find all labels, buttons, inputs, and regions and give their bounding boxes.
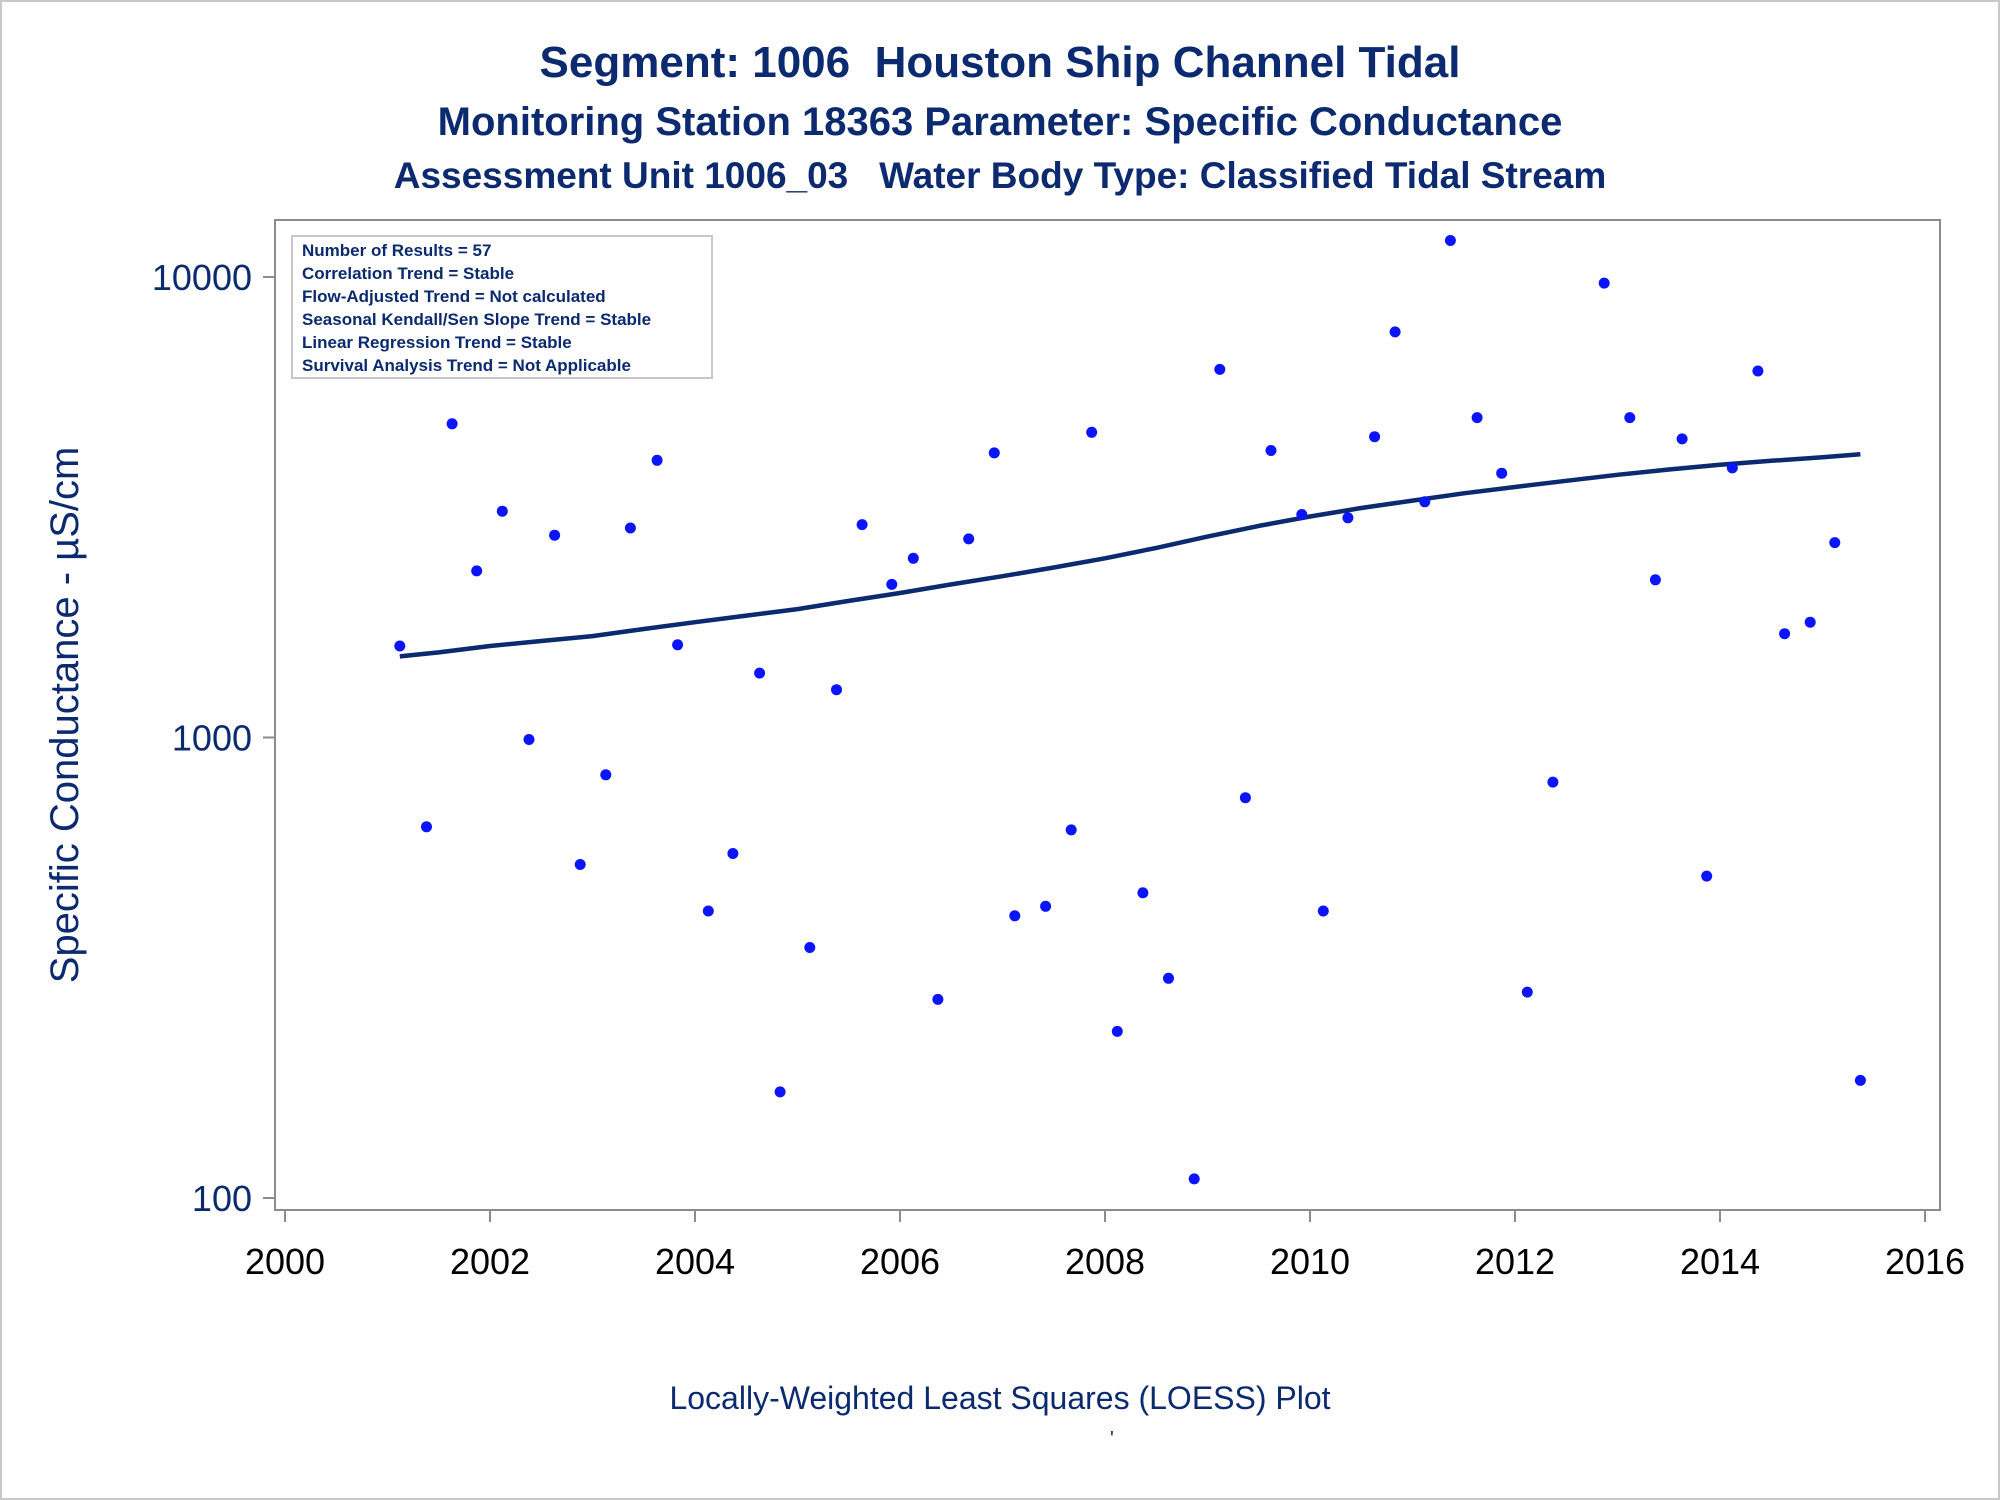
data-point-32 — [1214, 363, 1226, 375]
data-point-53 — [1779, 628, 1791, 640]
data-point-30 — [1163, 972, 1174, 984]
x-axis: 2000 2002 2004 2006 2008 2010 2012 2014 2016 — [245, 1210, 1965, 1282]
data-point-24 — [1009, 910, 1021, 922]
x-tick-label-2016: 2016 — [1885, 1241, 1965, 1282]
data-point-55 — [1829, 537, 1841, 549]
data-point-13 — [727, 848, 739, 859]
chart-subtitle-assessment: Assessment Unit 1006_03 Water Body Type:… — [393, 155, 1607, 196]
data-point-4 — [496, 505, 508, 517]
data-point-48 — [1649, 574, 1661, 586]
footnote: Locally-Weighted Least Squares (LOESS) P… — [669, 1380, 1331, 1416]
x-tick-label-2002: 2002 — [450, 1241, 530, 1282]
x-tick-label-2004: 2004 — [655, 1241, 735, 1282]
loess-layer — [399, 452, 1861, 659]
data-point-43 — [1496, 467, 1508, 479]
data-point-28 — [1111, 1025, 1123, 1037]
data-point-1 — [421, 821, 432, 833]
x-tick-label-2000: 2000 — [245, 1241, 325, 1282]
data-point-19 — [886, 578, 898, 590]
data-point-10 — [651, 454, 663, 466]
data-point-52 — [1752, 365, 1764, 377]
data-point-36 — [1317, 905, 1329, 917]
trend-stats-box-border — [291, 235, 713, 379]
points-layer — [394, 235, 1866, 1185]
x-tick-label-2010: 2010 — [1270, 1241, 1350, 1282]
data-point-21 — [932, 993, 944, 1005]
data-point-18 — [856, 519, 868, 531]
stats-line-flow-adjusted: Flow-Adjusted Trend = Not calculated — [302, 287, 606, 306]
data-point-25 — [1040, 900, 1052, 912]
footnote-mark: ' — [1110, 1428, 1114, 1450]
data-point-12 — [702, 905, 714, 917]
x-tick-label-2008: 2008 — [1065, 1241, 1145, 1282]
data-point-17 — [831, 684, 842, 696]
y-axis-label: Specific Conductance - µS/cm — [43, 447, 87, 984]
data-point-47 — [1624, 412, 1636, 424]
data-point-46 — [1598, 277, 1610, 289]
data-point-44 — [1521, 986, 1533, 998]
data-point-39 — [1389, 326, 1401, 338]
data-point-40 — [1419, 496, 1431, 508]
data-point-6 — [549, 529, 561, 541]
data-point-11 — [672, 639, 684, 651]
data-point-51 — [1726, 462, 1738, 474]
stats-line-linear-regression: Linear Regression Trend = Stable — [302, 333, 572, 352]
stats-line-survival: Survival Analysis Trend = Not Applicable — [302, 356, 631, 375]
stats-line-seasonal-kendall: Seasonal Kendall/Sen Slope Trend = Stabl… — [302, 310, 651, 329]
data-point-5 — [523, 734, 535, 745]
data-point-49 — [1676, 433, 1688, 445]
data-point-45 — [1547, 776, 1559, 788]
data-point-34 — [1265, 445, 1277, 456]
data-point-38 — [1369, 431, 1381, 443]
data-point-16 — [804, 942, 816, 953]
data-point-23 — [988, 447, 1000, 459]
data-point-8 — [600, 769, 612, 781]
data-point-29 — [1137, 887, 1149, 899]
data-point-37 — [1342, 512, 1354, 524]
y-tick-label-10000: 10000 — [152, 257, 252, 298]
x-tick-label-2006: 2006 — [860, 1241, 940, 1282]
y-tick-label-100: 100 — [192, 1178, 252, 1219]
chart-title: Segment: 1006 Houston Ship Channel Tidal — [539, 38, 1461, 87]
data-point-56 — [1854, 1074, 1866, 1086]
plot-frame — [274, 219, 1941, 1211]
loess-line — [399, 452, 1861, 659]
data-point-33 — [1239, 792, 1251, 804]
chart-subtitle-station: Monitoring Station 18363 Parameter: Spec… — [437, 100, 1563, 144]
data-point-3 — [471, 565, 483, 577]
data-point-22 — [963, 533, 975, 545]
data-point-26 — [1065, 824, 1077, 836]
data-point-31 — [1188, 1173, 1200, 1185]
y-tick-label-1000: 1000 — [172, 718, 252, 759]
data-point-9 — [624, 522, 636, 534]
trend-stats-box: Number of Results = 57 Correlation Trend… — [291, 235, 713, 379]
data-point-41 — [1444, 235, 1456, 246]
data-point-0 — [394, 640, 406, 652]
data-point-7 — [574, 859, 586, 870]
stats-line-correlation: Correlation Trend = Stable — [302, 264, 514, 283]
data-point-14 — [754, 667, 766, 679]
data-point-54 — [1804, 616, 1816, 628]
data-point-50 — [1701, 870, 1713, 882]
data-point-15 — [774, 1086, 786, 1098]
x-tick-label-2012: 2012 — [1475, 1241, 1555, 1282]
stats-line-results: Number of Results = 57 — [302, 241, 491, 260]
data-point-35 — [1296, 509, 1308, 520]
y-axis: 100 1000 10000 — [152, 257, 275, 1219]
data-point-42 — [1471, 412, 1483, 424]
x-tick-label-2014: 2014 — [1680, 1241, 1760, 1282]
data-point-20 — [907, 552, 919, 564]
data-point-27 — [1086, 426, 1098, 438]
data-point-2 — [446, 418, 458, 430]
